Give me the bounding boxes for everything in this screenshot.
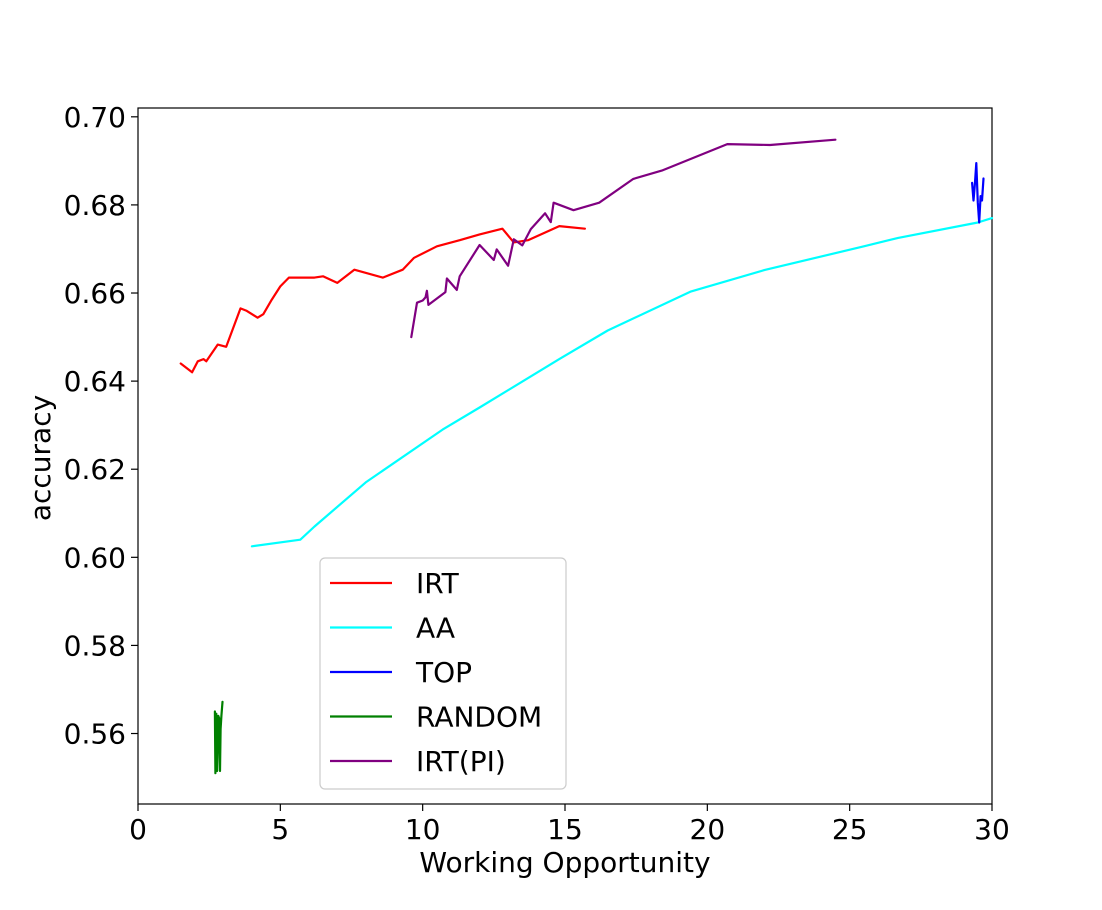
x-tick-label: 30 xyxy=(974,813,1010,846)
x-tick-label: 20 xyxy=(690,813,726,846)
y-tick-label: 0.60 xyxy=(64,541,126,574)
legend-label: IRT xyxy=(416,567,460,600)
series-line-irt xyxy=(179,225,587,374)
y-axis-ticks: 0.56 0.58 0.60 0.62 0.64 0.66 0.68 0.70 xyxy=(64,101,138,751)
legend: IRT AA TOP RANDOM IRT(PI) xyxy=(319,557,567,790)
y-tick-label: 0.56 xyxy=(64,718,126,751)
legend-label: TOP xyxy=(415,656,472,689)
x-axis-label: Working Opportunity xyxy=(419,846,710,879)
legend-label: RANDOM xyxy=(416,701,542,734)
x-tick-label: 10 xyxy=(405,813,441,846)
y-axis-label: accuracy xyxy=(24,395,57,521)
legend-label: AA xyxy=(416,612,455,645)
x-axis-ticks: 0 5 10 15 20 25 30 xyxy=(129,804,1010,846)
y-tick-label: 0.68 xyxy=(64,189,126,222)
legend-box xyxy=(319,557,567,790)
legend-label: IRT(PI) xyxy=(416,745,506,778)
y-tick-label: 0.70 xyxy=(64,101,126,134)
series-line-top xyxy=(970,162,985,224)
y-tick-label: 0.62 xyxy=(64,453,126,486)
x-tick-label: 15 xyxy=(547,813,583,846)
x-tick-label: 5 xyxy=(271,813,289,846)
series-layer xyxy=(179,138,994,775)
series-line-irt-pi xyxy=(410,138,837,339)
series-line-random xyxy=(213,700,224,775)
y-tick-label: 0.66 xyxy=(64,277,126,310)
y-tick-label: 0.58 xyxy=(64,629,126,662)
y-tick-label: 0.64 xyxy=(64,365,126,398)
x-tick-label: 0 xyxy=(129,813,147,846)
x-tick-label: 25 xyxy=(832,813,868,846)
series-line-aa xyxy=(250,217,994,548)
